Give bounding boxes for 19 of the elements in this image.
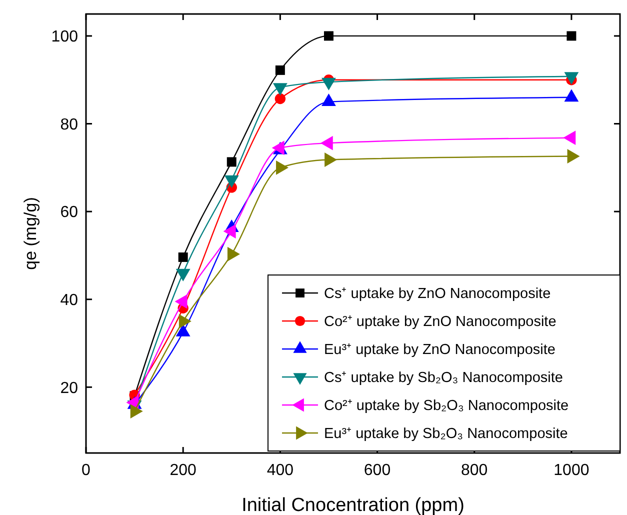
x-axis-title: Initial Cnocentration (ppm): [242, 495, 464, 515]
legend-label: Co²⁺ uptake by Sb₂O₃ Nanocomposite: [324, 398, 569, 414]
y-tick-label: 100: [51, 28, 78, 46]
x-tick-label: 1000: [554, 462, 590, 479]
x-tick-label: 800: [461, 462, 488, 479]
y-tick-label: 40: [60, 292, 78, 309]
y-tick-label: 80: [60, 116, 78, 134]
x-tick-label: 0: [82, 462, 91, 479]
legend-label: Cs⁺ uptake by Sb₂O₃ Nanocomposite: [324, 370, 563, 386]
legend-label: Eu³⁺ uptake by ZnO Nanocomposite: [324, 342, 556, 358]
y-tick-label: 20: [60, 380, 78, 397]
x-tick-label: 200: [170, 462, 197, 479]
x-tick-label: 400: [266, 462, 294, 479]
legend-label: Co²⁺ uptake by ZnO Nanocomposite: [324, 314, 556, 330]
x-tick-label: 600: [364, 462, 391, 479]
y-axis-title: qe (mg/g): [21, 197, 40, 270]
legend-label: Cs⁺ uptake by ZnO Nanocomposite: [324, 286, 551, 302]
legend-label: Eu³⁺ uptake by Sb₂O₃ Nanocomposite: [324, 426, 568, 442]
y-tick-label: 60: [60, 204, 78, 222]
